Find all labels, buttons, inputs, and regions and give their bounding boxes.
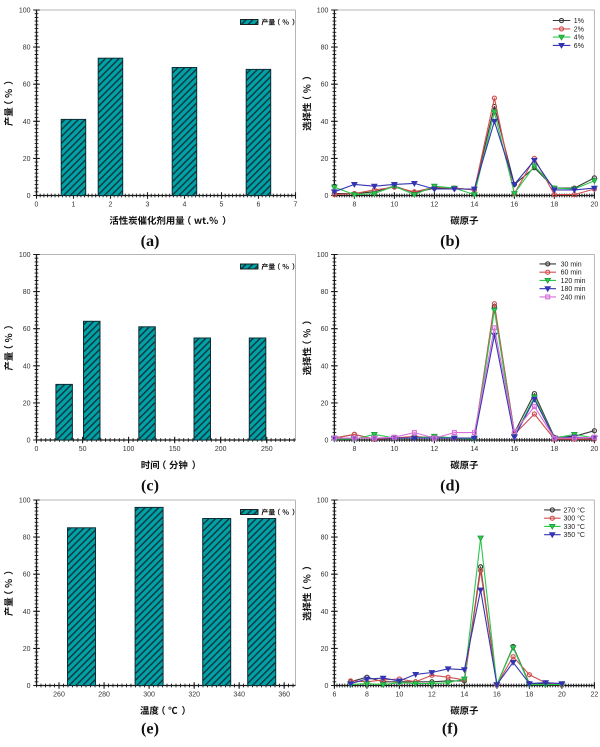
svg-text:6: 6 <box>332 691 336 698</box>
svg-text:20: 20 <box>591 201 599 208</box>
svg-text:40: 40 <box>23 609 31 616</box>
svg-text:60: 60 <box>23 572 31 579</box>
svg-text:300: 300 <box>143 691 155 698</box>
svg-text:18: 18 <box>526 691 534 698</box>
svg-text:0: 0 <box>27 193 31 200</box>
svg-text:20: 20 <box>321 156 329 163</box>
svg-text:0: 0 <box>324 438 328 445</box>
svg-text:60: 60 <box>321 572 329 579</box>
svg-text:40: 40 <box>321 119 329 126</box>
svg-text:10: 10 <box>391 201 399 208</box>
svg-text:14: 14 <box>471 446 479 453</box>
svg-text:16: 16 <box>511 201 519 208</box>
svg-text:180 min: 180 min <box>561 286 586 293</box>
svg-text:20: 20 <box>558 691 566 698</box>
svg-text:60 min: 60 min <box>561 270 582 277</box>
svg-text:60: 60 <box>321 82 329 89</box>
svg-text:16: 16 <box>493 691 501 698</box>
svg-text:20: 20 <box>321 400 329 407</box>
svg-text:0: 0 <box>324 683 328 690</box>
svg-text:0: 0 <box>35 201 39 208</box>
svg-text:100: 100 <box>19 8 31 15</box>
svg-text:80: 80 <box>321 535 329 542</box>
svg-text:100: 100 <box>123 446 135 453</box>
svg-text:12: 12 <box>428 691 436 698</box>
svg-text:0: 0 <box>27 683 31 690</box>
svg-text:120 min: 120 min <box>561 278 586 285</box>
svg-text:7: 7 <box>294 201 298 208</box>
svg-text:80: 80 <box>321 289 329 296</box>
svg-text:3: 3 <box>146 201 150 208</box>
svg-text:22: 22 <box>591 691 599 698</box>
svg-text:4: 4 <box>183 201 187 208</box>
svg-text:100: 100 <box>317 8 329 15</box>
svg-text:1: 1 <box>72 201 76 208</box>
svg-text:40: 40 <box>321 609 329 616</box>
svg-text:(c): (c) <box>141 477 159 495</box>
svg-text:100: 100 <box>317 252 329 259</box>
svg-text:10: 10 <box>391 446 399 453</box>
svg-text:18: 18 <box>551 201 559 208</box>
svg-text:240 min: 240 min <box>561 294 586 301</box>
svg-text:350 °C: 350 °C <box>564 531 585 539</box>
svg-text:8: 8 <box>352 201 356 208</box>
svg-text:200: 200 <box>215 446 227 453</box>
svg-text:260: 260 <box>53 691 65 698</box>
svg-text:60: 60 <box>321 326 329 333</box>
svg-text:2: 2 <box>109 201 113 208</box>
svg-text:150: 150 <box>169 446 181 453</box>
svg-text:(a): (a) <box>141 232 160 250</box>
svg-text:300 °C: 300 °C <box>564 515 585 523</box>
svg-text:20: 20 <box>321 646 329 653</box>
svg-text:30 min: 30 min <box>561 261 582 268</box>
svg-text:80: 80 <box>23 289 31 296</box>
svg-text:0: 0 <box>27 438 31 445</box>
svg-text:80: 80 <box>321 45 329 52</box>
svg-text:80: 80 <box>23 535 31 542</box>
svg-text:0: 0 <box>324 193 328 200</box>
svg-text:12: 12 <box>431 201 439 208</box>
svg-text:40: 40 <box>23 363 31 370</box>
svg-text:18: 18 <box>551 446 559 453</box>
svg-text:100: 100 <box>317 498 329 505</box>
svg-text:(e): (e) <box>141 720 159 738</box>
svg-text:0: 0 <box>35 446 39 453</box>
svg-text:360: 360 <box>278 691 290 698</box>
svg-text:270 °C: 270 °C <box>564 506 585 514</box>
svg-text:10: 10 <box>396 691 404 698</box>
svg-text:14: 14 <box>461 691 469 698</box>
svg-text:100: 100 <box>19 252 31 259</box>
svg-text:(f): (f) <box>442 720 458 738</box>
svg-text:6%: 6% <box>574 43 584 50</box>
svg-text:20: 20 <box>23 400 31 407</box>
svg-text:5: 5 <box>220 201 224 208</box>
svg-text:12: 12 <box>431 446 439 453</box>
svg-text:100: 100 <box>19 498 31 505</box>
svg-text:8: 8 <box>365 691 369 698</box>
svg-text:4%: 4% <box>574 35 584 42</box>
svg-text:2%: 2% <box>574 26 584 33</box>
svg-text:14: 14 <box>471 201 479 208</box>
svg-text:20: 20 <box>591 446 599 453</box>
svg-text:250: 250 <box>261 446 273 453</box>
svg-text:60: 60 <box>23 326 31 333</box>
svg-text:20: 20 <box>23 156 31 163</box>
svg-text:40: 40 <box>321 363 329 370</box>
svg-text:6: 6 <box>257 201 261 208</box>
svg-text:80: 80 <box>23 45 31 52</box>
svg-text:320: 320 <box>188 691 200 698</box>
svg-text:60: 60 <box>23 82 31 89</box>
svg-text:280: 280 <box>98 691 110 698</box>
svg-text:50: 50 <box>79 446 87 453</box>
svg-text:330 °C: 330 °C <box>564 523 585 531</box>
svg-text:1%: 1% <box>574 18 584 25</box>
svg-text:40: 40 <box>23 119 31 126</box>
svg-text:16: 16 <box>511 446 519 453</box>
svg-text:(b): (b) <box>440 232 460 250</box>
svg-text:340: 340 <box>233 691 245 698</box>
svg-text:20: 20 <box>23 646 31 653</box>
svg-text:8: 8 <box>352 446 356 453</box>
svg-text:(d): (d) <box>440 477 460 495</box>
